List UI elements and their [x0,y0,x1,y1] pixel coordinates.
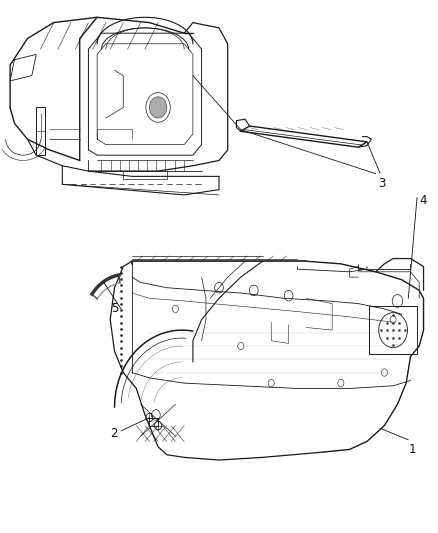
Text: 5: 5 [111,302,118,316]
Text: 1: 1 [409,442,417,456]
Bar [369,306,417,354]
Text: 3: 3 [378,177,386,190]
Circle shape [149,97,167,118]
Text: 4: 4 [419,193,427,207]
Text: 2: 2 [110,427,118,440]
